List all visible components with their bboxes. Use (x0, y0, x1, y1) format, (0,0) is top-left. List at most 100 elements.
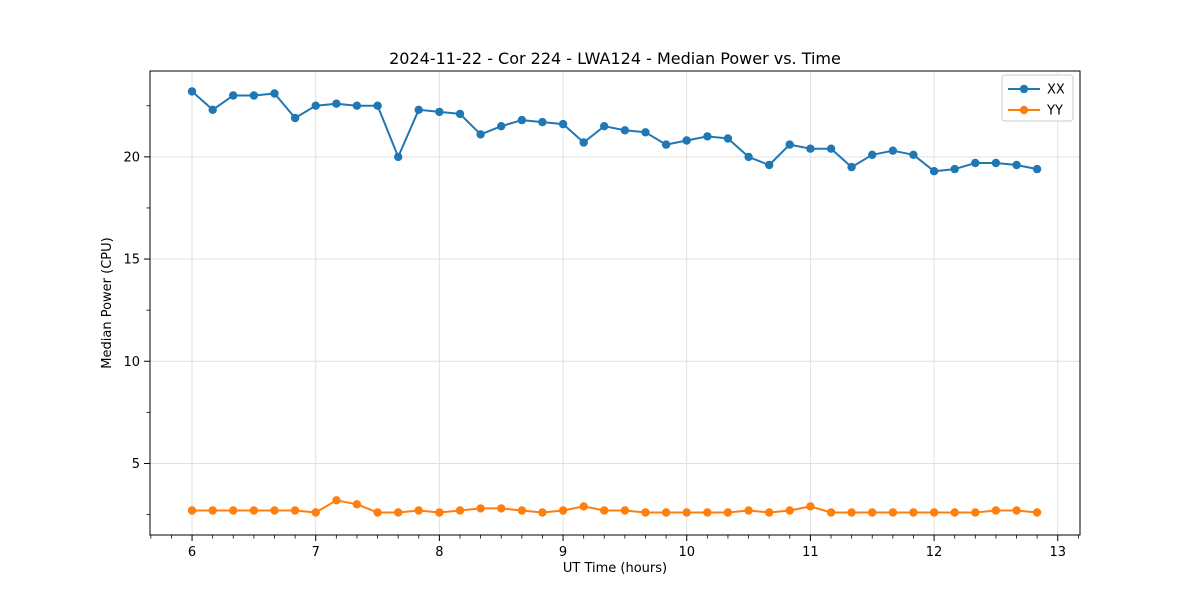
data-point (455, 109, 465, 119)
data-point (517, 506, 527, 515)
data-point (476, 504, 485, 513)
data-point (1032, 508, 1042, 517)
data-point (352, 500, 362, 509)
data-point (290, 506, 300, 515)
y-tick-label: 20 (123, 150, 140, 165)
data-point (187, 87, 197, 96)
data-point (785, 506, 794, 515)
data-point (847, 508, 856, 517)
x-tick-label: 9 (559, 545, 567, 560)
data-point (579, 502, 588, 511)
data-point (765, 508, 774, 517)
data-point (785, 140, 794, 149)
legend-label: XX (1047, 83, 1065, 98)
data-point (703, 132, 712, 141)
x-tick-label: 10 (678, 545, 695, 560)
chart-title: 2024-11-22 - Cor 224 - LWA124 - Median P… (389, 49, 841, 68)
data-point (373, 508, 382, 517)
data-point (991, 158, 1001, 168)
data-point (888, 146, 898, 155)
data-point (373, 101, 382, 110)
data-point (641, 508, 650, 517)
data-point (290, 113, 300, 123)
data-point (929, 167, 939, 176)
data-point (1032, 164, 1042, 174)
data-point (929, 508, 939, 517)
data-point (435, 107, 444, 117)
x-tick-label: 7 (312, 545, 320, 560)
data-point (826, 144, 836, 153)
data-point (249, 506, 259, 515)
data-point (661, 508, 671, 517)
data-point (476, 130, 485, 139)
y-tick-label: 5 (132, 457, 140, 472)
data-point (270, 89, 279, 98)
data-point (394, 508, 403, 517)
data-point (187, 506, 197, 515)
data-point (950, 508, 959, 517)
data-point (558, 119, 568, 129)
series-xx (187, 87, 1042, 176)
data-point (311, 101, 320, 110)
data-point (806, 144, 815, 153)
data-point (682, 508, 691, 517)
legend-label: YY (1046, 104, 1063, 119)
data-point (435, 508, 444, 517)
legend-sample-marker (1019, 84, 1029, 94)
x-axis-label: UT Time (hours) (563, 561, 667, 576)
data-point (682, 136, 691, 145)
data-point (806, 502, 815, 511)
series-yy (187, 496, 1042, 517)
data-point (661, 140, 671, 149)
data-point (847, 162, 856, 172)
x-tick-label: 11 (802, 545, 819, 560)
data-point (497, 122, 506, 131)
x-tick-label: 6 (188, 545, 196, 560)
data-point (723, 508, 733, 517)
legend: XX YY (1001, 74, 1074, 122)
data-point (909, 508, 918, 517)
data-point (723, 134, 733, 143)
data-point (868, 150, 877, 159)
data-point (971, 158, 980, 168)
data-point (620, 506, 630, 515)
legend-sample-marker (1019, 105, 1029, 115)
data-point (991, 506, 1001, 515)
plot-area: 6 7 8 9 10 11 12 13 5 10 15 20 XX YY (123, 70, 1081, 560)
y-tick-label: 10 (123, 355, 140, 370)
data-point (744, 506, 753, 515)
data-point (455, 506, 465, 515)
data-point (826, 508, 836, 517)
x-tick-label: 13 (1049, 545, 1066, 560)
data-point (311, 508, 320, 517)
data-point (249, 91, 259, 100)
data-point (620, 126, 630, 135)
data-point (888, 508, 898, 517)
data-point (868, 508, 877, 517)
data-point (414, 506, 423, 515)
x-tick-label: 8 (435, 545, 443, 560)
data-point (497, 504, 506, 513)
data-point (765, 160, 774, 170)
data-point (414, 105, 423, 115)
data-point (538, 117, 547, 127)
data-point (600, 122, 609, 131)
x-tick-label: 12 (926, 545, 943, 560)
data-point (208, 506, 217, 515)
data-point (332, 99, 341, 108)
data-point (352, 101, 362, 110)
data-point (208, 105, 217, 115)
data-point (517, 115, 527, 125)
data-point (558, 506, 568, 515)
data-point (332, 496, 341, 505)
data-point (229, 506, 238, 515)
data-point (950, 164, 959, 174)
data-point (971, 508, 980, 517)
data-point (909, 150, 918, 159)
data-point (703, 508, 712, 517)
data-point (1012, 160, 1021, 170)
data-point (579, 138, 588, 147)
data-point (394, 152, 403, 162)
